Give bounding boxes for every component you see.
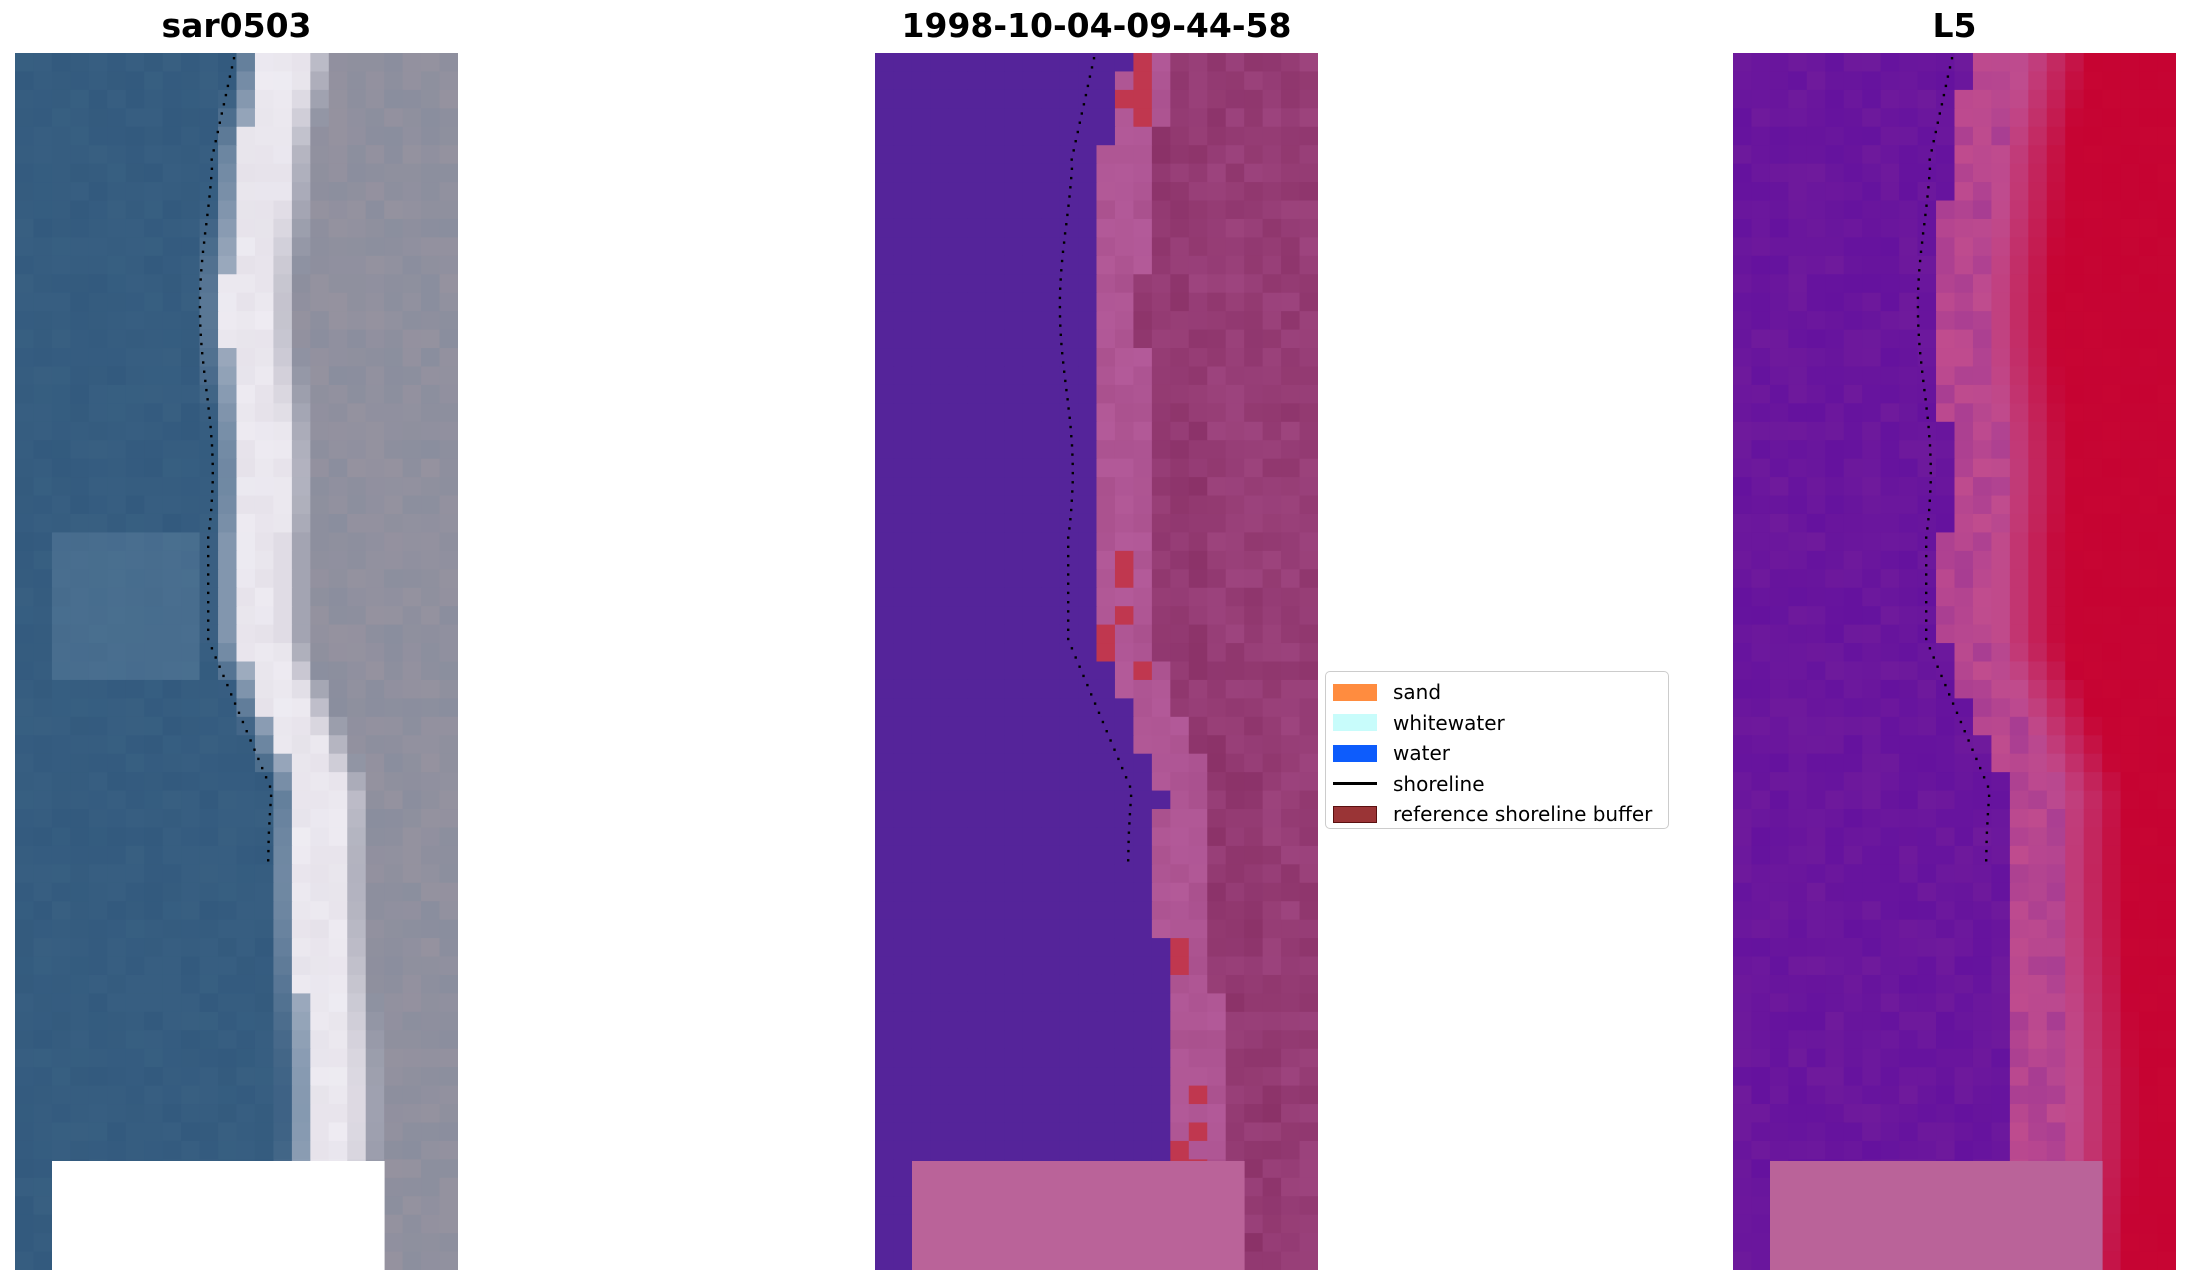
legend-item-shoreline: shoreline [1333, 769, 1668, 800]
legend-label-shoreline: shoreline [1393, 771, 1485, 796]
classification-image [875, 53, 1318, 1270]
classification-image-panel [875, 53, 1318, 1270]
panel-title-classification: 1998-10-04-09-44-58 [901, 6, 1292, 45]
legend-swatch-reference-buffer [1333, 805, 1377, 823]
legend-item-reference-buffer: reference shoreline buffer [1333, 799, 1668, 830]
legend-label-reference-buffer: reference shoreline buffer [1393, 802, 1653, 827]
legend-item-water: water [1333, 738, 1668, 769]
legend-label-sand: sand [1393, 680, 1442, 705]
legend-label-water: water [1393, 741, 1450, 766]
legend-swatch-whitewater [1333, 714, 1377, 732]
panel-title-rgb: sar0503 [161, 6, 312, 45]
legend-item-whitewater: whitewater [1333, 708, 1668, 739]
panel-title-index: L5 [1932, 6, 1977, 45]
rgb-image [15, 53, 458, 1270]
rgb-image-panel [15, 53, 458, 1270]
legend-swatch-sand [1333, 683, 1377, 701]
legend-swatch-shoreline [1333, 782, 1377, 786]
legend-swatch-water [1333, 744, 1377, 762]
shoreline-points [1058, 57, 1133, 862]
index-image [1733, 53, 2176, 1270]
legend-label-whitewater: whitewater [1393, 710, 1505, 735]
shoreline-points [198, 57, 273, 862]
legend-item-sand: sand [1333, 677, 1668, 708]
index-image-panel [1733, 53, 2176, 1270]
legend: sand whitewater water shoreline referenc… [1325, 671, 1669, 829]
nodata-region [1770, 1161, 2103, 1270]
nodata-region [52, 1161, 385, 1270]
nodata-region [912, 1161, 1245, 1270]
shoreline-points [1916, 57, 1991, 862]
